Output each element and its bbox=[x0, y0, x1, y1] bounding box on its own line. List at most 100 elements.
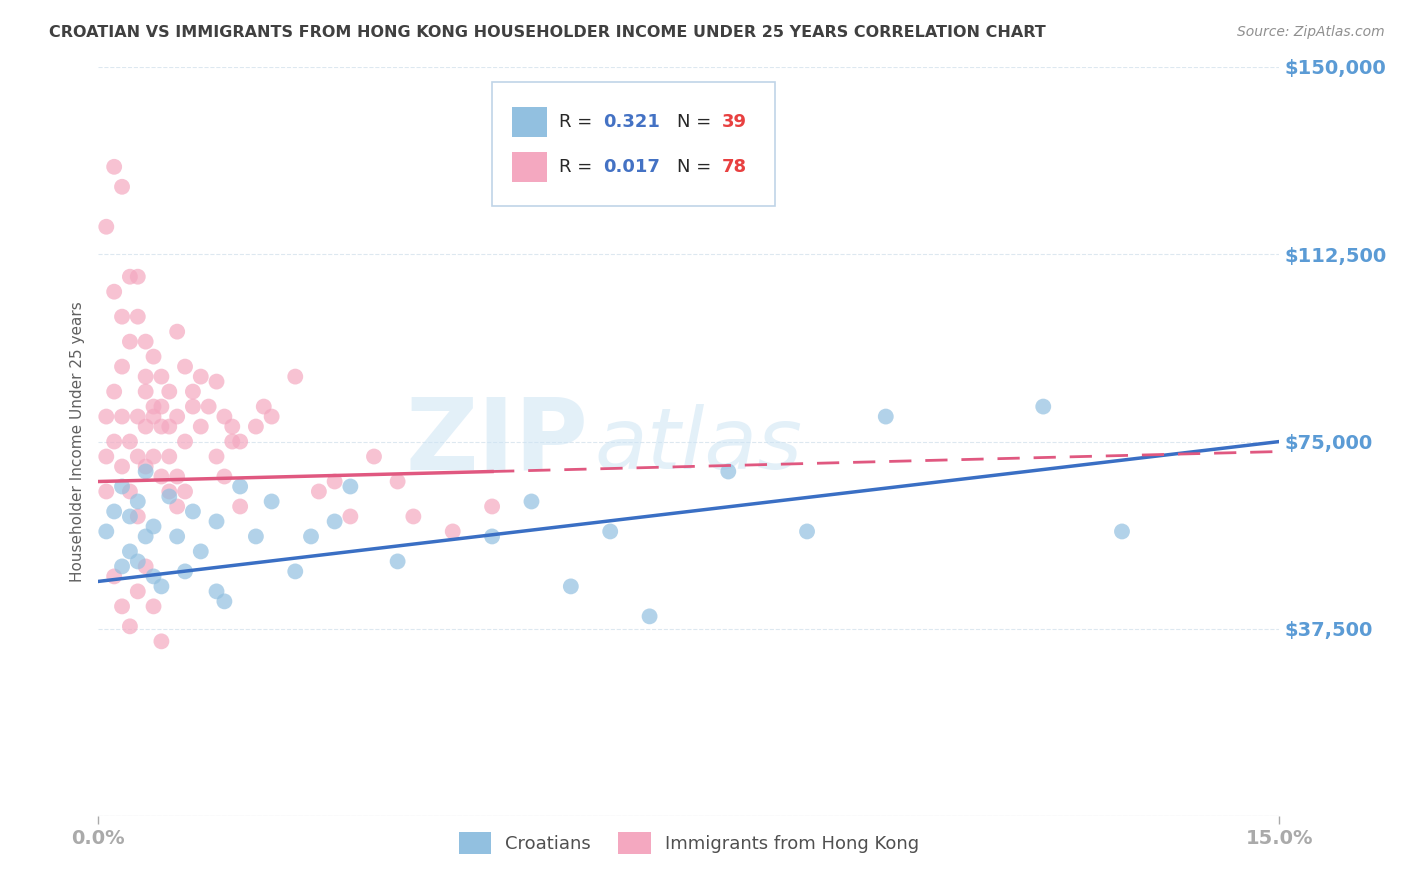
Point bbox=[1111, 524, 1133, 539]
Y-axis label: Householder Income Under 25 years: Householder Income Under 25 years bbox=[69, 301, 84, 582]
Point bbox=[205, 515, 228, 529]
Text: 78: 78 bbox=[723, 158, 747, 176]
Point bbox=[96, 484, 118, 499]
Text: 0.321: 0.321 bbox=[603, 112, 659, 130]
Point bbox=[103, 569, 125, 583]
Point bbox=[299, 529, 322, 543]
Point bbox=[796, 524, 818, 539]
Point bbox=[157, 490, 180, 504]
Point bbox=[111, 310, 134, 324]
Point bbox=[205, 375, 228, 389]
Point bbox=[142, 569, 165, 583]
Point bbox=[323, 475, 346, 489]
Point bbox=[118, 509, 141, 524]
Point bbox=[387, 554, 409, 568]
Point bbox=[560, 579, 582, 593]
Point bbox=[157, 384, 180, 399]
Point bbox=[229, 500, 252, 514]
Point bbox=[174, 565, 197, 579]
Point bbox=[190, 369, 212, 384]
Point bbox=[135, 334, 157, 349]
Point bbox=[150, 419, 173, 434]
Point bbox=[205, 450, 228, 464]
Point bbox=[253, 400, 276, 414]
Point bbox=[166, 409, 188, 424]
Point bbox=[245, 529, 267, 543]
Text: R =: R = bbox=[560, 158, 598, 176]
Point bbox=[135, 559, 157, 574]
Point bbox=[111, 599, 134, 614]
Point bbox=[142, 450, 165, 464]
Point bbox=[229, 479, 252, 493]
Point bbox=[111, 409, 134, 424]
Point bbox=[150, 400, 173, 414]
Point bbox=[142, 400, 165, 414]
Point bbox=[323, 515, 346, 529]
Point bbox=[150, 369, 173, 384]
Text: atlas: atlas bbox=[595, 404, 803, 487]
Point bbox=[135, 419, 157, 434]
Point bbox=[214, 409, 236, 424]
Point bbox=[111, 459, 134, 474]
Point bbox=[402, 509, 425, 524]
Point bbox=[166, 325, 188, 339]
Point bbox=[190, 544, 212, 558]
Point bbox=[142, 519, 165, 533]
Point bbox=[308, 484, 330, 499]
Point bbox=[363, 450, 385, 464]
Point bbox=[127, 450, 149, 464]
Point bbox=[166, 500, 188, 514]
Point bbox=[150, 469, 173, 483]
Point bbox=[520, 494, 543, 508]
Point bbox=[166, 469, 188, 483]
Point bbox=[96, 524, 118, 539]
Text: Source: ZipAtlas.com: Source: ZipAtlas.com bbox=[1237, 25, 1385, 39]
Point bbox=[127, 494, 149, 508]
Point bbox=[118, 544, 141, 558]
Point bbox=[284, 565, 307, 579]
Point bbox=[181, 504, 204, 518]
Text: N =: N = bbox=[678, 158, 717, 176]
Point bbox=[127, 509, 149, 524]
Point bbox=[481, 529, 503, 543]
Point bbox=[174, 359, 197, 374]
Text: ZIP: ZIP bbox=[406, 393, 589, 490]
Point bbox=[174, 484, 197, 499]
Text: 39: 39 bbox=[723, 112, 747, 130]
Point bbox=[205, 584, 228, 599]
Point bbox=[103, 434, 125, 449]
Point bbox=[135, 465, 157, 479]
Point bbox=[103, 384, 125, 399]
Point bbox=[1032, 400, 1054, 414]
Point bbox=[127, 310, 149, 324]
Point bbox=[150, 579, 173, 593]
Text: N =: N = bbox=[678, 112, 717, 130]
Point bbox=[441, 524, 464, 539]
Point bbox=[157, 419, 180, 434]
Bar bbox=[512, 152, 547, 182]
Point bbox=[214, 469, 236, 483]
Point bbox=[599, 524, 621, 539]
Point bbox=[135, 459, 157, 474]
Point bbox=[127, 584, 149, 599]
Point bbox=[111, 559, 134, 574]
Point bbox=[481, 500, 503, 514]
Point bbox=[284, 369, 307, 384]
Point bbox=[135, 529, 157, 543]
Point bbox=[260, 494, 283, 508]
Point bbox=[150, 634, 173, 648]
Point bbox=[111, 479, 134, 493]
Point bbox=[229, 434, 252, 449]
Point bbox=[96, 219, 118, 234]
Point bbox=[339, 479, 361, 493]
Point bbox=[181, 400, 204, 414]
Point bbox=[157, 484, 180, 499]
Point bbox=[118, 619, 141, 633]
Point bbox=[157, 450, 180, 464]
Text: R =: R = bbox=[560, 112, 598, 130]
Legend: Croatians, Immigrants from Hong Kong: Croatians, Immigrants from Hong Kong bbox=[450, 823, 928, 863]
Point bbox=[135, 369, 157, 384]
Point bbox=[103, 504, 125, 518]
Text: CROATIAN VS IMMIGRANTS FROM HONG KONG HOUSEHOLDER INCOME UNDER 25 YEARS CORRELAT: CROATIAN VS IMMIGRANTS FROM HONG KONG HO… bbox=[49, 25, 1046, 40]
Point bbox=[118, 334, 141, 349]
